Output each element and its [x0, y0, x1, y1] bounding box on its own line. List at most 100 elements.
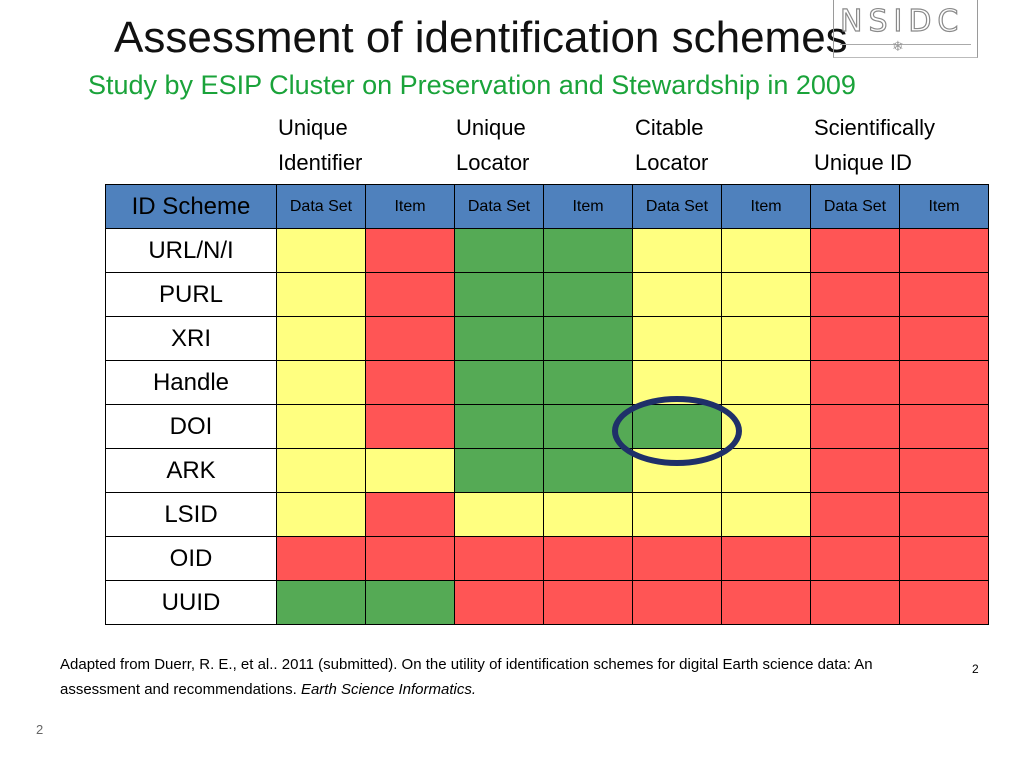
rating-cell-yellow [632, 316, 722, 361]
rating-cell-red [810, 360, 900, 405]
rating-cell-yellow [276, 492, 366, 537]
column-group-line2: Identifier [278, 150, 363, 175]
nsidc-logo: NSIDC ❄ [833, 0, 978, 58]
rating-cell-green [543, 272, 633, 317]
rating-cell-green [543, 360, 633, 405]
rating-cell-red [810, 228, 900, 273]
rating-cell-green [454, 272, 544, 317]
rating-cell-red [810, 316, 900, 361]
header-unique-locator-item: Item [543, 184, 633, 229]
rating-cell-yellow [276, 360, 366, 405]
header-id-scheme: ID Scheme [105, 184, 277, 229]
header-unique-identifier-item: Item [365, 184, 455, 229]
rating-cell-red [899, 580, 989, 625]
rating-cell-green [365, 580, 455, 625]
row-label: OID [105, 536, 277, 581]
rating-cell-red [721, 580, 811, 625]
page-number-small: 2 [972, 662, 979, 676]
rating-cell-red [454, 580, 544, 625]
rating-cell-yellow [276, 448, 366, 493]
rating-cell-red [632, 536, 722, 581]
rating-cell-green [454, 404, 544, 449]
header-scientifically-unique-data-set: Data Set [810, 184, 900, 229]
header-citable-locator-item: Item [721, 184, 811, 229]
column-group-line2: Locator [635, 150, 709, 175]
rating-cell-yellow [721, 316, 811, 361]
table-row: Handle [105, 360, 989, 405]
rating-cell-green [543, 448, 633, 493]
column-group-line1: Citable [635, 115, 704, 140]
rating-cell-yellow [276, 272, 366, 317]
header-scientifically-unique-item: Item [899, 184, 989, 229]
rating-cell-red [810, 448, 900, 493]
slide-subtitle: Study by ESIP Cluster on Preservation an… [88, 70, 856, 100]
rating-cell-red [810, 492, 900, 537]
citation: Adapted from Duerr, R. E., et al.. 2011 … [60, 652, 940, 702]
table-row: UUID [105, 580, 989, 625]
column-group-line1: Unique [456, 115, 526, 140]
snowflake-icon: ❄ [892, 38, 904, 54]
rating-cell-yellow [454, 492, 544, 537]
rating-cell-yellow [721, 272, 811, 317]
rating-cell-red [810, 580, 900, 625]
assessment-table: ID Scheme Data Set Item Data Set Item Da… [105, 184, 989, 625]
rating-cell-yellow [721, 492, 811, 537]
rating-cell-yellow [543, 492, 633, 537]
table-row: ARK [105, 448, 989, 493]
table-row: LSID [105, 492, 989, 537]
page-number: 2 [36, 722, 44, 737]
rating-cell-red [899, 404, 989, 449]
rating-cell-red [454, 536, 544, 581]
rating-cell-red [365, 536, 455, 581]
doi-highlight-circle [612, 396, 742, 466]
rating-cell-red [365, 272, 455, 317]
citation-journal: Earth Science Informatics. [300, 681, 477, 698]
row-label: URL/N/I [105, 228, 277, 273]
rating-cell-red [899, 492, 989, 537]
rating-cell-yellow [721, 228, 811, 273]
table-row: DOI [105, 404, 989, 449]
column-group-line2: Unique ID [814, 150, 912, 175]
rating-cell-green [454, 316, 544, 361]
rating-cell-red [810, 536, 900, 581]
rating-cell-red [365, 228, 455, 273]
rating-cell-red [899, 448, 989, 493]
logo-text: NSIDC [839, 3, 965, 39]
table-header-row: ID Scheme Data Set Item Data Set Item Da… [105, 184, 989, 229]
row-label: PURL [105, 272, 277, 317]
rating-cell-red [899, 536, 989, 581]
rating-cell-yellow [276, 404, 366, 449]
rating-cell-green [276, 580, 366, 625]
table-row: XRI [105, 316, 989, 361]
rating-cell-red [365, 492, 455, 537]
rating-cell-yellow [365, 448, 455, 493]
column-group-line2: Locator [456, 150, 530, 175]
row-label: DOI [105, 404, 277, 449]
column-group-unique-locator: Unique Locator [456, 110, 529, 180]
citation-text: Adapted from Duerr, R. E., et al.. 2011 … [60, 656, 873, 698]
rating-cell-red [899, 360, 989, 405]
row-label: LSID [105, 492, 277, 537]
rating-cell-red [543, 536, 633, 581]
rating-cell-red [365, 404, 455, 449]
header-unique-identifier-data-set: Data Set [276, 184, 366, 229]
column-group-citable-locator: Citable Locator [635, 110, 708, 180]
row-label: Handle [105, 360, 277, 405]
rating-cell-yellow [632, 492, 722, 537]
rating-cell-red [365, 316, 455, 361]
logo-rule [840, 44, 971, 45]
header-citable-locator-data-set: Data Set [632, 184, 722, 229]
table-row: OID [105, 536, 989, 581]
rating-cell-green [543, 228, 633, 273]
column-group-line1: Scientifically [814, 115, 936, 140]
rating-cell-red [899, 228, 989, 273]
rating-cell-green [454, 448, 544, 493]
rating-cell-red [721, 536, 811, 581]
rating-cell-red [810, 404, 900, 449]
slide-title: Assessment of identification schemes [114, 13, 848, 62]
rating-cell-red [632, 580, 722, 625]
rating-cell-red [276, 536, 366, 581]
rating-cell-yellow [276, 316, 366, 361]
column-group-line1: Unique [278, 115, 348, 140]
rating-cell-green [454, 360, 544, 405]
